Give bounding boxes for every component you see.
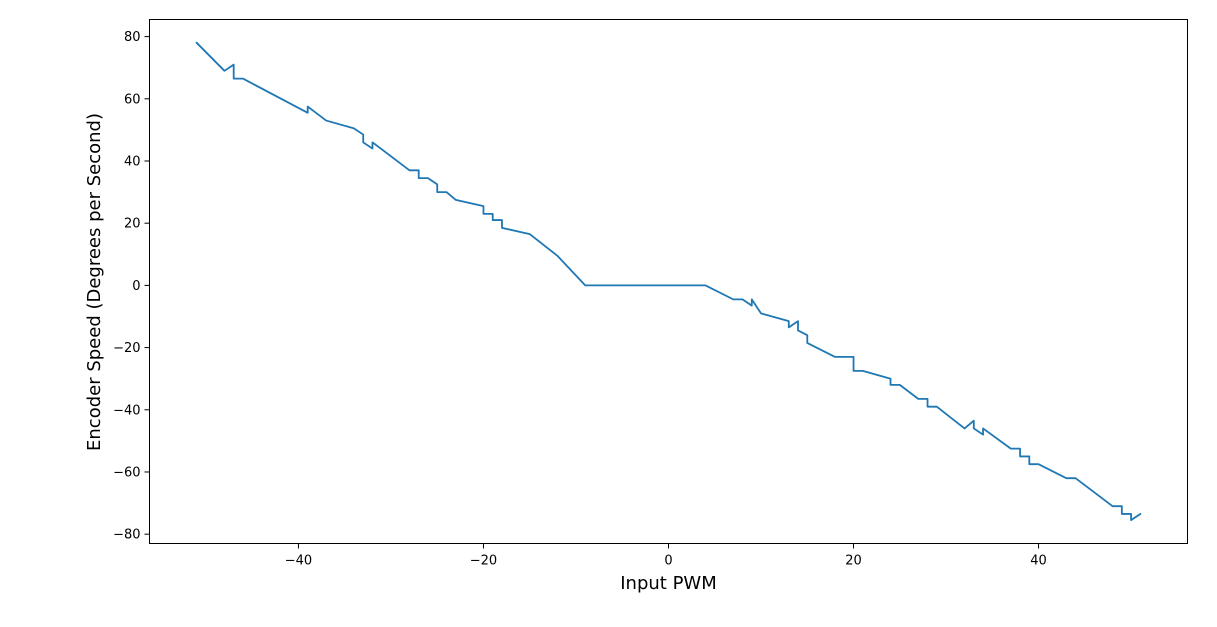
y-axis-ticks: −80 −60 −40 −20 0 20 40 60 80 [113,30,150,543]
y-tick-label: −40 [113,403,140,418]
y-tick-label: −20 [113,341,140,356]
plot-area-frame [149,19,1188,544]
x-tick-label: 20 [845,554,862,569]
y-tick-label: 60 [124,92,141,107]
y-tick-label: −80 [113,528,140,543]
y-tick-label: 40 [124,154,141,169]
x-tick-label: −40 [285,554,312,569]
y-tick-label: 20 [124,217,141,232]
encoder-speed-line [195,41,1142,522]
y-tick-label: 0 [132,279,140,294]
x-axis-ticks: −40 −20 0 20 40 [285,543,1047,569]
x-tick-label: 0 [664,554,672,569]
x-axis-label: Input PWM [620,573,717,594]
x-tick-label: −20 [470,554,497,569]
y-tick-label: −60 [113,465,140,480]
y-axis-label: Encoder Speed (Degrees per Second) [84,113,105,451]
x-tick-label: 40 [1030,554,1047,569]
y-tick-label: 80 [124,30,141,45]
